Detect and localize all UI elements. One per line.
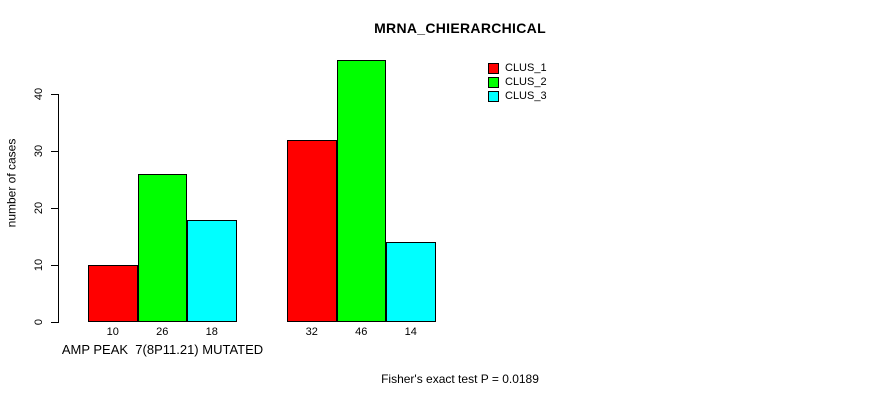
legend-label: CLUS_1 bbox=[505, 62, 547, 74]
legend-item: CLUS_2 bbox=[488, 77, 547, 88]
bar-clus_3-group1 bbox=[187, 219, 237, 322]
bar-clus_2-group1 bbox=[137, 174, 187, 322]
legend-item: CLUS_1 bbox=[488, 63, 547, 74]
legend: CLUS_1 CLUS_2 CLUS_3 bbox=[488, 63, 547, 105]
x-axis-group-label: AMP PEAK 7(8P11.21) MUTATED bbox=[61, 342, 264, 357]
legend-color-swatch bbox=[488, 77, 499, 88]
bar-value-label: 32 bbox=[305, 326, 318, 338]
legend-color-swatch bbox=[488, 63, 499, 74]
legend-label: CLUS_2 bbox=[505, 76, 547, 88]
y-axis-tick-label: 30 bbox=[33, 145, 45, 158]
bar-value-label: 10 bbox=[106, 326, 119, 338]
y-axis-tick-label: 20 bbox=[33, 202, 45, 215]
bar-value-label: 46 bbox=[355, 326, 368, 338]
y-axis-tick bbox=[51, 265, 58, 267]
legend-label: CLUS_3 bbox=[505, 90, 547, 102]
chart-title: MRNA_CHIERARCHICAL bbox=[374, 20, 546, 36]
y-axis-tick bbox=[51, 322, 58, 323]
bar-clus_3-group2 bbox=[386, 242, 436, 322]
y-axis-tick-label: 10 bbox=[33, 258, 45, 272]
y-axis-tick bbox=[51, 94, 58, 96]
bar-clus_1-group1 bbox=[88, 265, 138, 322]
bar-clus_1-group2 bbox=[287, 139, 337, 322]
bar-value-label: 14 bbox=[404, 326, 417, 338]
bar-clus_2-group2 bbox=[336, 60, 386, 322]
y-axis-tick bbox=[51, 208, 58, 210]
bar-value-label: 26 bbox=[156, 326, 169, 338]
legend-color-swatch bbox=[488, 91, 499, 102]
y-axis-tick-label: 40 bbox=[33, 88, 45, 101]
y-axis-line bbox=[58, 94, 59, 323]
legend-item: CLUS_3 bbox=[488, 91, 547, 102]
y-axis-tick-label: 0 bbox=[33, 318, 45, 326]
bar-value-label: 18 bbox=[205, 326, 218, 338]
y-axis-tick bbox=[51, 151, 58, 153]
fisher-test-annotation: Fisher's exact test P = 0.0189 bbox=[381, 372, 539, 386]
